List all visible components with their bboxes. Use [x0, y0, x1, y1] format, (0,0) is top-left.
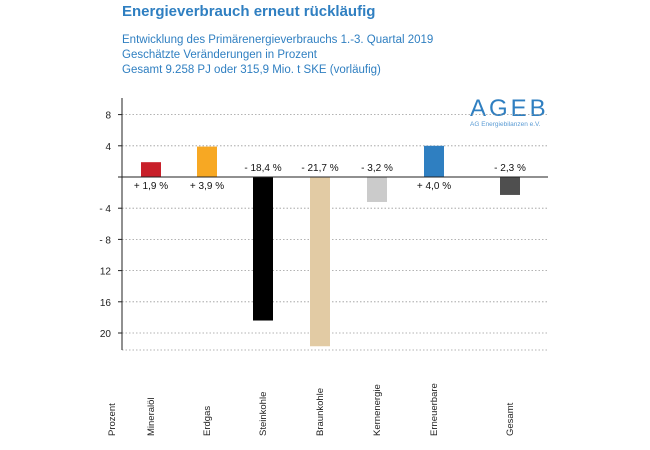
y-tick-label: 12	[100, 267, 112, 278]
bar-erdgas	[197, 146, 217, 177]
category-label: Mineralöl	[146, 397, 157, 436]
bar-erneuerbare	[424, 145, 444, 177]
bar-steinkohle	[253, 177, 273, 321]
category-label: Braunkohle	[315, 388, 326, 436]
chart-title: Energieverbrauch erneut rückläufig	[122, 3, 376, 20]
chart-subtitle-2: Geschätzte Veränderungen in Prozent	[122, 49, 317, 61]
y-axis-ticks: 8 4 - 4 - 8 12 16 20	[99, 111, 122, 340]
grid-lines	[122, 114, 548, 351]
logo-name: AGEB	[470, 95, 549, 122]
value-label: - 18,4 %	[244, 163, 281, 174]
value-label: - 21,7 %	[301, 163, 338, 174]
bar-braunkohle	[310, 177, 330, 347]
y-tick-label: 8	[105, 111, 111, 122]
value-label: - 3,2 %	[361, 163, 393, 174]
y-tick-label: 4	[105, 142, 111, 153]
category-labels: Mineralöl Erdgas Steinkohle Braunkohle Kerne…	[107, 383, 516, 436]
bar-gesamt	[500, 177, 520, 195]
logo-tagline: AG Energiebilanzen e.V.	[470, 121, 541, 128]
category-label: Erdgas	[202, 406, 213, 436]
chart-subtitle-1: Entwicklung des Primärenergieverbrauchs …	[122, 34, 434, 46]
ageb-logo: AGEB AG Energiebilanzen e.V.	[470, 95, 549, 129]
bars	[141, 145, 520, 347]
bar-mineralöl	[141, 162, 161, 177]
value-label: + 4,0 %	[417, 181, 451, 192]
y-tick-label: - 4	[99, 204, 111, 215]
category-label: Gesamt	[505, 402, 516, 436]
bar-kernenergie	[367, 177, 387, 202]
value-label: + 1,9 %	[134, 181, 168, 192]
value-labels: + 1,9 % + 3,9 % - 18,4 % - 21,7 % - 3,2 % + 4…	[134, 163, 526, 192]
category-label: Erneuerbare	[429, 383, 440, 436]
y-tick-label: 16	[100, 298, 112, 309]
y-axis-title: Prozent	[107, 403, 118, 436]
y-tick-label: 20	[100, 329, 112, 340]
chart-subtitle-3: Gesamt 9.258 PJ oder 315,9 Mio. t SKE (v…	[122, 64, 381, 76]
y-tick-label: - 8	[99, 235, 111, 246]
category-label: Steinkohle	[258, 392, 269, 436]
category-label: Kernenergie	[372, 384, 383, 436]
value-label: - 2,3 %	[494, 163, 526, 174]
value-label: + 3,9 %	[190, 181, 224, 192]
